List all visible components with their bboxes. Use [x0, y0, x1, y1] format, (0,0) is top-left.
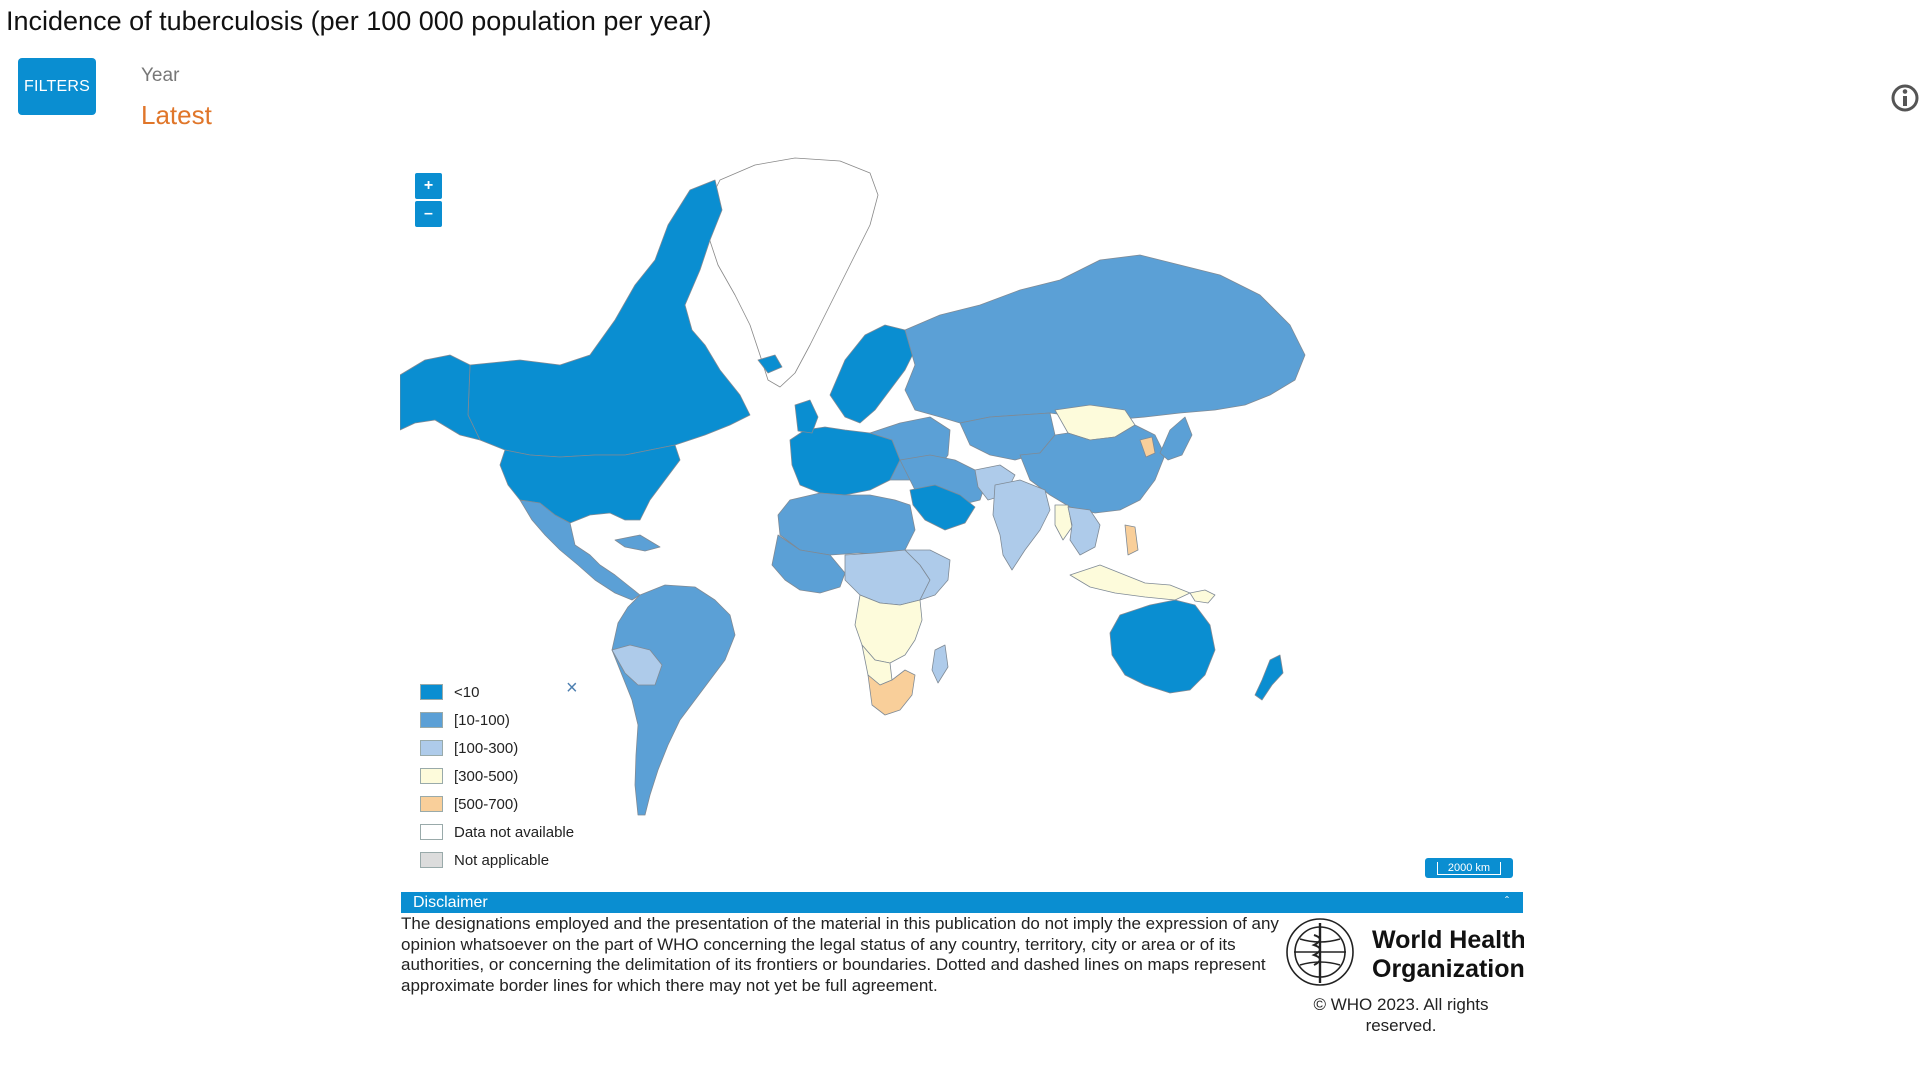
legend-swatch — [420, 684, 443, 700]
region-australia[interactable] — [1109, 599, 1216, 694]
legend-label: [100-300) — [454, 739, 519, 757]
region-peru-bolivia[interactable] — [611, 644, 663, 686]
legend-close-icon[interactable]: × — [566, 677, 578, 699]
region-new-zealand[interactable] — [1254, 654, 1284, 701]
year-filter-value[interactable]: Latest — [141, 100, 212, 130]
who-logo-line2: Organization — [1372, 955, 1524, 983]
who-logo: World Health Organization — [1286, 918, 1524, 986]
world-map-svg[interactable] — [400, 155, 1523, 885]
legend-swatch — [420, 712, 443, 728]
map-legend: <10 [10-100) [100-300) [300-500) [500-700) Da… — [420, 678, 590, 874]
who-logo-line1: World Health — [1372, 926, 1524, 954]
region-japan[interactable] — [1159, 416, 1193, 461]
legend-label: [500-700) — [454, 795, 519, 813]
region-iceland[interactable] — [757, 354, 783, 374]
legend-label: [10-100) — [454, 711, 510, 729]
legend-item[interactable]: [10-100) — [420, 706, 590, 734]
region-india[interactable] — [992, 479, 1051, 571]
legend-label: Data not available — [454, 823, 575, 841]
copyright-text: © WHO 2023. All rights reserved. — [1313, 995, 1489, 1035]
legend-item[interactable]: [500-700) — [420, 790, 590, 818]
region-south-america[interactable] — [611, 584, 736, 816]
region-west-africa[interactable] — [771, 534, 846, 594]
scale-bar: 2000 km — [1425, 858, 1513, 878]
zoom-out-button[interactable]: – — [415, 201, 442, 227]
legend-item[interactable]: Not applicable — [420, 846, 590, 874]
region-canada[interactable] — [467, 179, 751, 458]
info-icon[interactable] — [1890, 83, 1920, 113]
region-philippines[interactable] — [1124, 524, 1139, 556]
legend-swatch — [420, 852, 443, 868]
legend-item[interactable]: [100-300) — [420, 734, 590, 762]
region-caribbean[interactable] — [614, 534, 661, 552]
region-madagascar[interactable] — [931, 644, 949, 684]
region-southern-central-africa[interactable] — [854, 594, 923, 664]
region-alaska[interactable] — [400, 354, 481, 441]
region-papua[interactable] — [1189, 589, 1216, 604]
legend-swatch — [420, 768, 443, 784]
disclaimer-toggle[interactable]: Disclaimer ˆ — [401, 892, 1523, 913]
region-russia[interactable] — [904, 254, 1306, 424]
legend-label: Not applicable — [454, 851, 550, 869]
scale-bar-label: 2000 km — [1436, 861, 1502, 875]
legend-item[interactable]: Data not available — [420, 818, 590, 846]
region-north-africa[interactable] — [777, 492, 916, 556]
chevron-up-icon[interactable]: ˆ — [1505, 894, 1509, 908]
region-indonesia[interactable] — [1069, 564, 1191, 601]
region-saudi-arabia[interactable] — [909, 484, 976, 531]
legend-label: [300-500) — [454, 767, 519, 785]
zoom-in-button[interactable]: + — [415, 173, 442, 199]
legend-swatch — [420, 796, 443, 812]
legend-swatch — [420, 824, 443, 840]
page-title: Incidence of tuberculosis (per 100 000 p… — [6, 6, 712, 36]
region-korea[interactable] — [1139, 436, 1156, 458]
year-filter-label: Year — [141, 65, 180, 86]
region-myanmar[interactable] — [1054, 504, 1073, 541]
region-scandinavia[interactable] — [829, 324, 916, 424]
region-greenland[interactable] — [704, 157, 879, 388]
legend-item[interactable]: <10 — [420, 678, 590, 706]
region-east-africa[interactable] — [904, 549, 951, 601]
region-uk[interactable] — [794, 399, 819, 434]
disclaimer-text: The designations employed and the presen… — [401, 914, 1279, 995]
region-south-africa[interactable] — [867, 669, 916, 716]
disclaimer-title: Disclaimer — [413, 893, 488, 911]
legend-label: <10 — [454, 683, 480, 701]
legend-swatch — [420, 740, 443, 756]
legend-item[interactable]: [300-500) — [420, 762, 590, 790]
world-map[interactable] — [400, 155, 1523, 885]
region-mexico[interactable] — [519, 499, 641, 601]
filters-button[interactable]: FILTERS — [18, 58, 96, 115]
region-indochina[interactable] — [1067, 506, 1101, 556]
